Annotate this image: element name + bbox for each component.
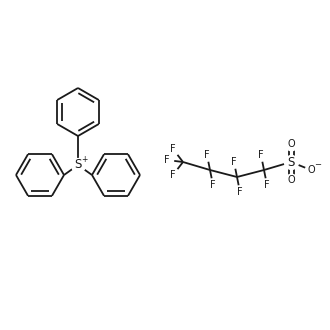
Text: +: + (81, 155, 88, 164)
Text: F: F (170, 170, 176, 180)
Text: O: O (287, 175, 295, 185)
Text: O: O (307, 165, 315, 175)
Text: −: − (314, 160, 321, 170)
Text: F: F (170, 144, 176, 154)
Text: F: F (204, 150, 210, 160)
Text: F: F (164, 155, 170, 165)
Text: F: F (237, 187, 243, 197)
Text: S: S (74, 158, 82, 172)
Text: F: F (210, 180, 216, 190)
Text: F: F (264, 180, 270, 190)
Text: S: S (287, 155, 295, 169)
Text: O: O (287, 139, 295, 149)
Text: F: F (231, 157, 237, 167)
Text: F: F (258, 150, 264, 160)
